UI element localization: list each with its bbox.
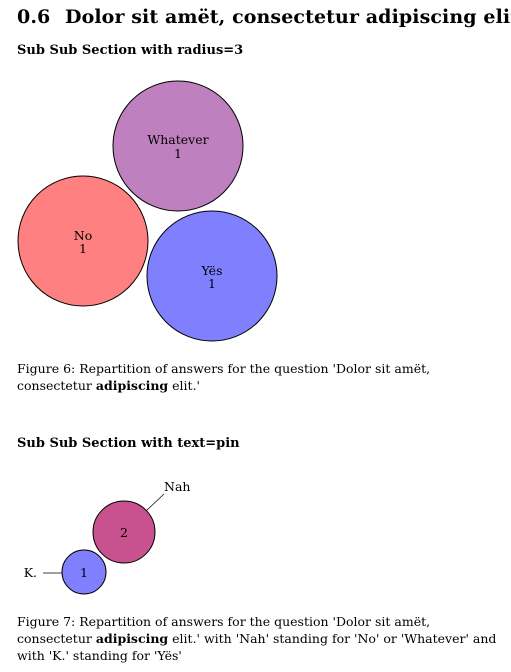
pin-label-nah: Nah <box>164 479 190 494</box>
bubble-no-value: 1 <box>79 241 87 256</box>
figure-7-caption-bold: adipiscing <box>95 631 169 646</box>
subsection-title-radius: Sub Sub Section with radius=3 <box>17 43 244 58</box>
bubble-k-value: 1 <box>80 565 88 580</box>
section-heading: 0.6 Dolor sit amët, consectetur adipiscin… <box>17 6 511 28</box>
figure-7-caption-text-b: elit.' with 'Nah' standing for 'No' or '… <box>17 631 497 663</box>
bubble-whatever-label: Whatever <box>147 132 208 147</box>
figure-6-caption-prefix: Figure 6: <box>17 361 76 376</box>
figure-6-caption: Figure 6: Repartition of answers for the… <box>17 360 497 394</box>
bubble-yes <box>146 210 278 342</box>
bubble-whatever-value: 1 <box>174 146 182 161</box>
bubble-k <box>61 549 107 595</box>
bubble-yes-value: 1 <box>208 276 216 291</box>
section-title: Dolor sit amët, consectetur adipiscing e… <box>65 6 511 28</box>
bubble-no-label: No <box>74 228 92 243</box>
figure-7-caption: Figure 7: Repartition of answers for the… <box>17 613 497 664</box>
bubble-yes-label: Yës <box>201 263 223 278</box>
figure-7-caption-prefix: Figure 7: <box>17 614 76 629</box>
figure-6-bubble-chart: Whatever 1 No 1 Yës 1 <box>17 80 278 342</box>
figure-7-caption-text-a: Repartition of answers for the question … <box>17 614 431 646</box>
bubble-nah-value: 2 <box>120 525 128 540</box>
figure-6-caption-text-b: elit.' <box>172 378 200 393</box>
bubble-nah <box>92 500 156 564</box>
figure-6-caption-text-a: Repartition of answers for the question … <box>17 361 431 393</box>
figure-6-caption-bold: adipiscing <box>95 378 169 393</box>
pin-line-nah <box>145 493 165 512</box>
figure-7-bubble-chart: Nah K. 2 1 <box>24 479 190 595</box>
section-number: 0.6 <box>17 6 51 28</box>
bubble-no <box>17 175 149 307</box>
pin-label-k: K. <box>24 565 37 580</box>
subsection-title-pin: Sub Sub Section with text=pin <box>17 436 240 451</box>
bubble-whatever <box>112 80 244 212</box>
